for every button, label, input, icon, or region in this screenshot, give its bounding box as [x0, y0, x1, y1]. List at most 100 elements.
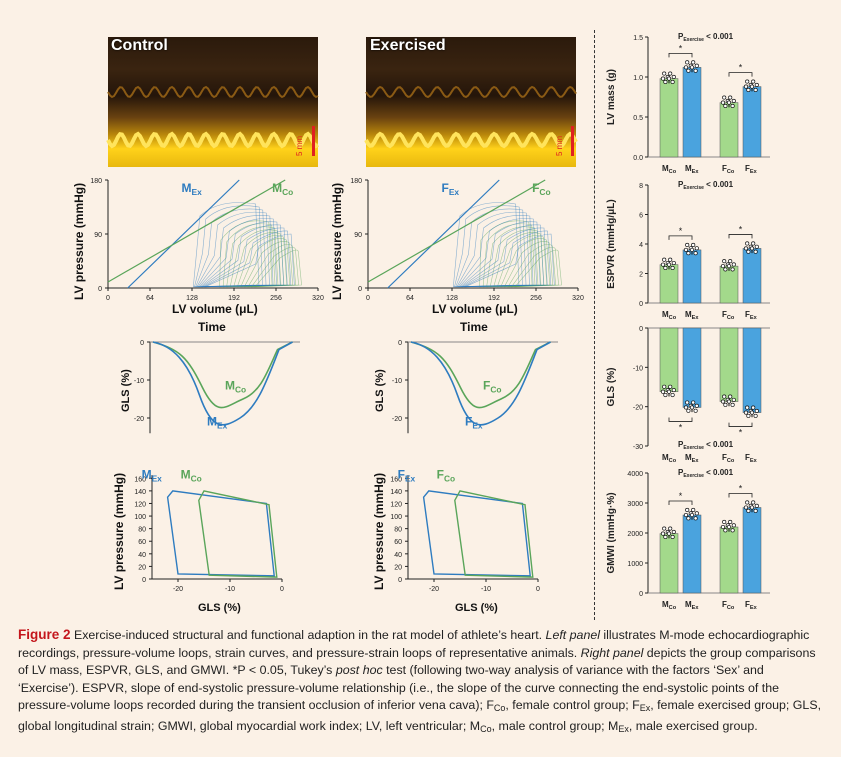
data-point: [728, 394, 733, 399]
figure-left-panel: [106, 37, 578, 167]
data-point: [751, 79, 756, 84]
y-tick-label: 20: [394, 564, 402, 571]
y-tick-label: 40: [394, 552, 402, 559]
significance-bracket: [668, 53, 693, 58]
x-tick-label: MEx: [685, 310, 699, 321]
data-point: [685, 400, 690, 405]
data-point: [671, 74, 676, 79]
data-point: [731, 523, 736, 528]
y-tick-label: 80: [138, 527, 146, 534]
y-tick-label: 90: [94, 232, 102, 239]
pv-loop-exercised: [452, 202, 520, 288]
data-point: [686, 68, 691, 73]
x-tick-label: 0: [106, 295, 110, 302]
y-tick-label: 40: [138, 552, 146, 559]
pv-label-control: FCo: [532, 181, 551, 197]
bar-FEx: [742, 86, 762, 158]
x-tick-label: MCo: [662, 164, 677, 175]
x-tick-label: MCo: [662, 310, 677, 321]
pv-loop-exercised: [196, 211, 270, 288]
data-point: [668, 257, 673, 262]
data-point: [726, 524, 732, 530]
data-point: [745, 241, 750, 246]
x-tick-label: MEx: [685, 164, 699, 175]
psl-label-exercised: FEx: [398, 467, 416, 483]
pv-loop-control: [510, 246, 559, 288]
data-point: [753, 249, 758, 254]
y-axis-label: GLS (%): [606, 368, 617, 407]
data-point: [666, 531, 672, 536]
data-point: [731, 98, 736, 103]
x-tick-label: 0: [366, 295, 370, 302]
psl-xlabel-female: GLS (%): [455, 602, 498, 614]
x-tick-label: 320: [312, 295, 324, 302]
pv-loop-exercised: [465, 233, 555, 288]
mmode-control-image: [106, 37, 320, 167]
y-tick-label: 0: [98, 286, 102, 293]
data-point: [662, 526, 667, 531]
strain-label-control: MCo: [225, 379, 246, 395]
x-tick-label: FEx: [745, 310, 758, 321]
pv-loop-control: [226, 226, 279, 288]
x-tick-label: FEx: [745, 453, 758, 464]
pv-loop-exercised: [199, 221, 281, 288]
y-tick-label: 60: [138, 539, 146, 546]
x-tick-label: -10: [481, 586, 491, 593]
data-point: [670, 79, 675, 85]
x-tick-label: 64: [146, 295, 154, 302]
data-point: [693, 408, 698, 413]
data-point: [670, 265, 675, 271]
data-point: [693, 251, 698, 256]
pv-ylabel-male: LV pressure (mmHg): [72, 182, 86, 300]
p-exercise-text: PExercise < 0.001: [678, 440, 734, 451]
data-point: [749, 84, 755, 89]
data-point: [754, 82, 759, 87]
significance-bracket: [728, 493, 753, 498]
x-tick-label: MCo: [662, 453, 677, 464]
x-tick-label: 320: [572, 295, 584, 302]
x-tick-label: FEx: [745, 164, 758, 175]
significance-bracket: [728, 422, 753, 427]
data-point: [720, 524, 726, 530]
pv-label-exercised: MEx: [182, 181, 203, 197]
data-point: [663, 265, 668, 271]
x-tick-label: FCo: [722, 164, 735, 175]
bar-MCo: [659, 78, 679, 158]
data-point: [751, 241, 756, 246]
bar-MCo: [659, 327, 679, 392]
data-point: [691, 60, 696, 65]
bar-FCo: [719, 102, 739, 158]
bar-MCo: [659, 533, 679, 594]
y-tick-label: 160: [134, 476, 146, 483]
pv-loop-exercised: [458, 218, 537, 288]
y-tick-label: 0: [140, 340, 144, 347]
data-point: [726, 100, 732, 105]
pv-loops: 0 90 180 0 64 128 192 256 320 MEx MCo 0 90 180 0 64 128…: [90, 178, 584, 302]
bar-FEx: [742, 507, 762, 594]
y-tick-label: -20: [633, 405, 643, 412]
y-tick-label: 0: [398, 340, 402, 347]
significance-bracket: [668, 500, 693, 505]
espvr-line-control: [367, 179, 546, 283]
pv-label-exercised: FEx: [442, 181, 460, 197]
data-point: [749, 410, 755, 415]
data-point: [743, 505, 749, 510]
data-point: [722, 519, 727, 525]
pv-loop-control: [514, 249, 562, 288]
y-tick-label: 6: [639, 213, 643, 220]
pv-loop-exercised: [198, 218, 277, 288]
y-tick-label: 1.0: [633, 75, 643, 82]
data-point: [686, 408, 691, 413]
y-tick-label: 120: [134, 501, 146, 508]
data-point: [660, 389, 666, 394]
pv-loop-control: [486, 226, 539, 288]
panel-divider: [594, 30, 595, 620]
data-point: [685, 507, 690, 513]
psl-ylabel-male: LV pressure (mmHg): [112, 472, 126, 590]
bar-chart-3: 0 -10 -20 -30 GLS (%) MCo MEx FCo FEx * * PExercise…: [606, 326, 770, 464]
pv-loop-exercised: [201, 227, 288, 288]
data-point: [662, 257, 667, 262]
y-tick-label: 1000: [627, 561, 643, 568]
mmode-exercised-image: [364, 37, 578, 167]
y-tick-label: 4000: [627, 471, 643, 478]
